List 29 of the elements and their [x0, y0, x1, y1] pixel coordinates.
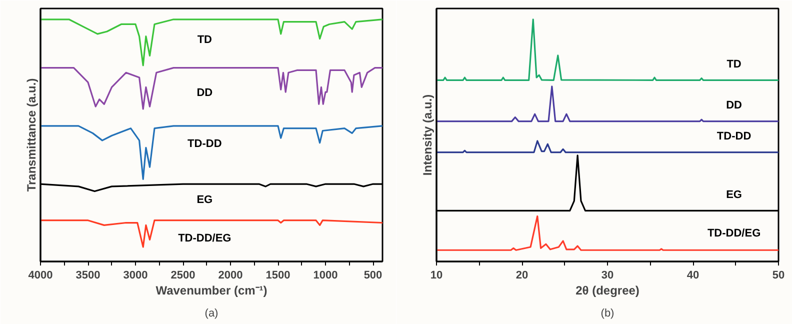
series-label: TD-DD/EG — [707, 228, 761, 240]
x-tick-label: 3000 — [123, 270, 148, 282]
series-label: DD — [726, 100, 742, 112]
x-tick-label: 2500 — [170, 270, 196, 282]
x-tick-label: 500 — [364, 270, 382, 282]
x-tick-label: 3500 — [76, 270, 100, 282]
x-tick-label: 10 — [430, 270, 443, 282]
y-axis-title: Intensity (a.u.) — [420, 94, 434, 176]
series-label: EG — [196, 194, 213, 206]
x-tick-label: 2000 — [218, 270, 243, 282]
x-axis-title: Wavenumber (cm⁻¹) — [156, 284, 268, 298]
series-label: TD-DD — [188, 138, 222, 150]
x-tick-label: 1000 — [313, 270, 338, 282]
x-tick-label: 4000 — [28, 270, 53, 282]
series-label: TD — [197, 34, 212, 46]
series-label: TD-DD/EG — [178, 232, 232, 244]
series-label: EG — [726, 188, 742, 201]
series-label: TD-DD — [716, 130, 752, 143]
x-tick-label: 50 — [772, 270, 785, 282]
x-tick-label: 30 — [601, 270, 614, 282]
series-label: DD — [196, 87, 213, 100]
series-label: TD — [726, 58, 742, 70]
x-tick-label: 1500 — [266, 270, 290, 282]
x-axis-title: 2θ (degree) — [576, 284, 640, 298]
y-axis-title: Transmittance (a.u.) — [24, 78, 38, 192]
x-tick-label: 40 — [686, 270, 700, 282]
x-tick-label: 20 — [516, 270, 528, 282]
text: (b) — [600, 308, 614, 320]
text: (a) — [204, 308, 218, 320]
